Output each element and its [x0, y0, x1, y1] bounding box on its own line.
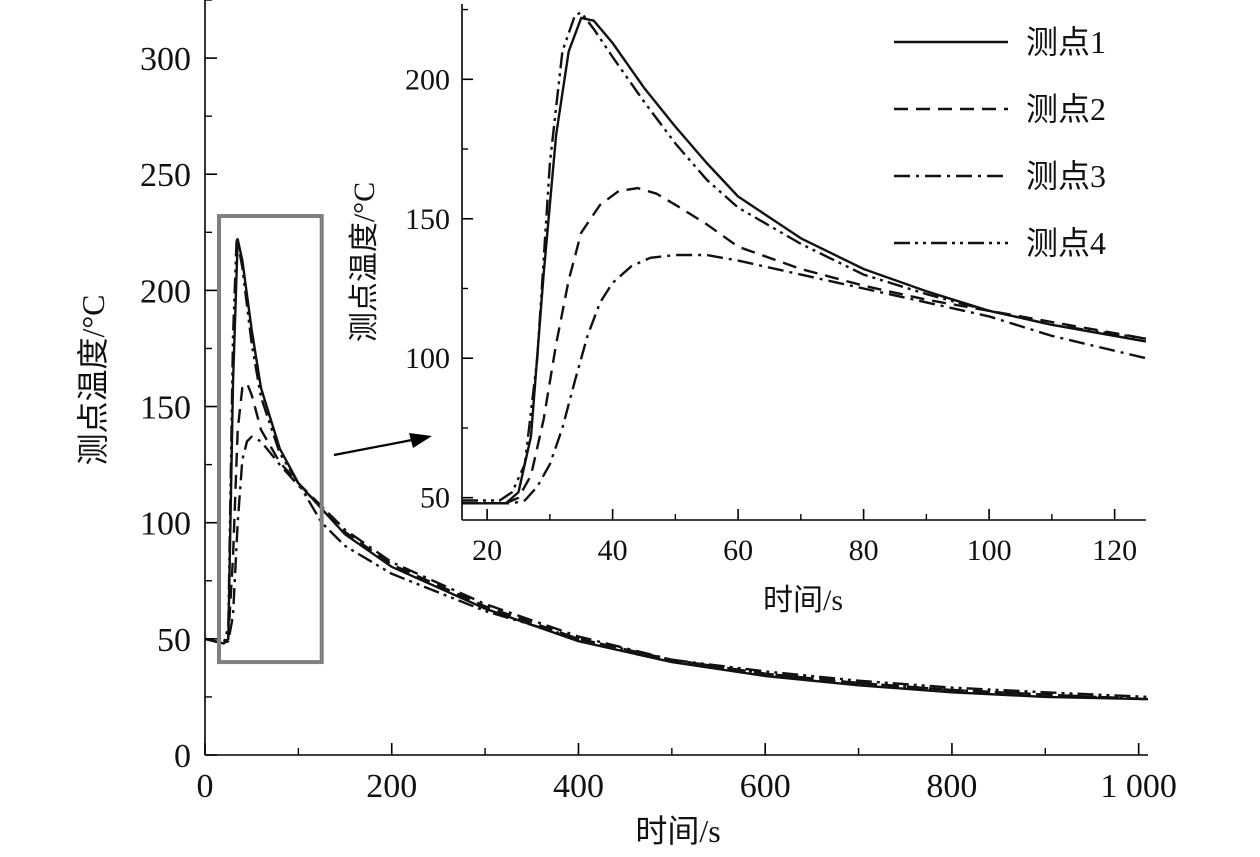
inset-x-tick-label: 60 [723, 534, 753, 567]
inset-y-axis-label: 测点温度/°C [348, 182, 381, 342]
legend-label-2: 测点2 [1026, 91, 1106, 127]
main-y-tick-label: 0 [174, 738, 191, 775]
main-y-tick-label: 50 [157, 622, 191, 659]
main-series-3-line [204, 435, 1149, 701]
main-plot: 0 200 400 600 800 1 000 0 50 100 150 200 250 300 时间/… [75, 0, 1177, 849]
legend-label-4: 测点4 [1026, 225, 1106, 261]
main-x-axis-label: 时间/s [635, 813, 720, 849]
inset-plot: 20 40 60 80 100 120 50 100 150 200 时间/s 测点温度/°C 测… [348, 4, 1147, 617]
zoom-callout-arrow [333, 433, 432, 457]
inset-x-tick-label: 100 [967, 534, 1012, 567]
inset-x-tick-label: 20 [472, 534, 502, 567]
zoom-region-box [217, 214, 324, 665]
inset-series-1-line [462, 16, 1147, 505]
inset-x-tick-label: 120 [1092, 534, 1137, 567]
inset-series-4-line [462, 11, 1147, 502]
main-series-1-line [204, 238, 1149, 701]
main-ticks: 0 200 400 600 800 1 000 0 50 100 150 200 250 300 [140, 0, 1177, 805]
main-y-tick-label: 250 [140, 157, 191, 194]
main-x-tick-label: 0 [197, 768, 214, 805]
main-y-axis-label: 测点温度/°C [75, 294, 111, 465]
inset-ticks: 20 40 60 80 100 120 50 100 150 200 [405, 8, 1137, 567]
inset-y-tick-label: 50 [420, 482, 450, 515]
inset-y-tick-label: 200 [405, 63, 450, 96]
inset-x-tick-label: 80 [849, 534, 879, 567]
main-series-4-line [204, 235, 1149, 699]
inset-series-2-line [462, 186, 1147, 505]
legend-label-1: 测点1 [1026, 24, 1106, 60]
legend-label-3: 测点3 [1026, 158, 1106, 194]
main-y-tick-label: 300 [140, 41, 191, 78]
main-x-tick-label: 800 [926, 768, 977, 805]
inset-x-axis-label: 时间/s [763, 584, 843, 617]
legend: 测点1 测点2 测点3 测点4 [894, 24, 1106, 261]
main-y-tick-label: 150 [140, 390, 191, 427]
main-y-tick-label: 100 [140, 506, 191, 543]
main-x-tick-label: 600 [740, 768, 791, 805]
inset-y-tick-label: 150 [405, 203, 450, 236]
inset-y-tick-label: 100 [405, 342, 450, 375]
main-x-tick-label: 1 000 [1100, 768, 1177, 805]
inset-x-tick-label: 40 [598, 534, 628, 567]
main-series-group [204, 235, 1149, 701]
inset-series-group [462, 11, 1147, 505]
main-x-tick-label: 400 [553, 768, 604, 805]
main-x-tick-label: 200 [366, 768, 417, 805]
main-y-tick-label: 200 [140, 273, 191, 310]
inset-series-3-line [462, 253, 1147, 505]
